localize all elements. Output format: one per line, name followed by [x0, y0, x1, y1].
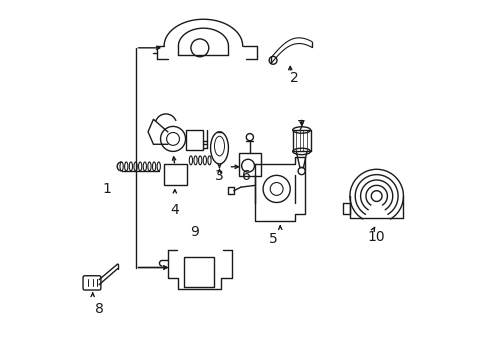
Text: 3: 3 [215, 170, 224, 184]
Text: 1: 1 [102, 182, 111, 196]
Bar [164, 164, 187, 185]
Text: 4: 4 [170, 203, 179, 217]
Text: 5: 5 [268, 232, 277, 246]
Text: 10: 10 [367, 230, 385, 244]
Text: 9: 9 [190, 225, 199, 239]
Text: 6: 6 [242, 170, 250, 184]
Bar [239, 153, 260, 176]
Bar [185, 130, 203, 150]
Bar [183, 257, 214, 287]
Text: 2: 2 [289, 71, 298, 85]
Text: 8: 8 [95, 302, 104, 316]
Text: 7: 7 [297, 120, 305, 134]
